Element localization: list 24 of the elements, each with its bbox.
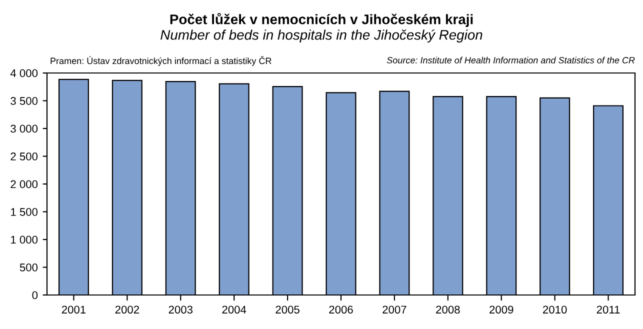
x-tick-label: 2011: [596, 306, 620, 314]
y-tick-label: 500: [20, 264, 38, 272]
x-tick-label: 2010: [543, 306, 567, 314]
x-tick-label: 2009: [490, 306, 514, 314]
x-tick-label: 2001: [62, 306, 86, 314]
x-tick-label: 2002: [115, 306, 139, 314]
y-tick-label: 1 500: [11, 208, 38, 216]
y-tick-label: 2 000: [10, 180, 38, 188]
chart-subtitle: Number of beds in hospitals in the Jihočeský Region: [160, 29, 482, 43]
y-tick-label: 2 500: [10, 152, 38, 160]
text: Pramen: Ústav zdravotnických informací a statistiky ČR: [50, 56, 272, 66]
y-tick-label: 3 500: [10, 97, 38, 105]
y-tick-label: 3 000: [10, 124, 38, 133]
y-tick-label: 0: [32, 291, 38, 300]
chart-title: Počet lůžek v nemocnicích v Jihočeském kraji: [170, 12, 473, 28]
x-tick-label: 2007: [382, 306, 406, 314]
x-tick-label: 2004: [222, 306, 246, 314]
x-tick-label: 2005: [276, 306, 300, 314]
x-tick-label: 2003: [168, 306, 193, 314]
source-note: Source: Institute of Health Information and Statistics of the CR: [386, 56, 635, 64]
x-tick-label: 2006: [329, 306, 353, 314]
y-tick-label: 1 000: [11, 236, 38, 244]
y-tick-label: 4 000: [10, 69, 38, 78]
x-tick-label: 2008: [436, 306, 460, 314]
